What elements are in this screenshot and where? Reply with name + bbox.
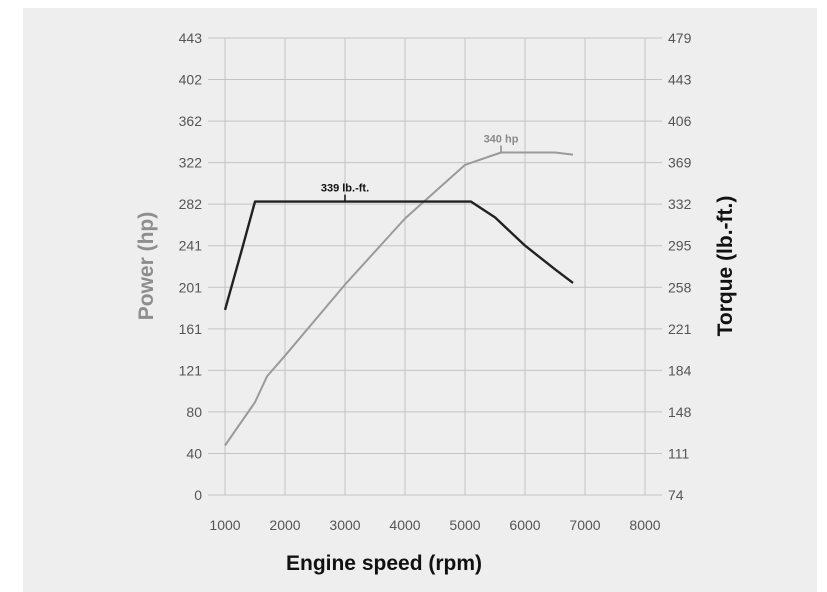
axis-ticks: 1000 2000 3000 4000 5000 6000 7000 8000 0 74 40 111… (179, 30, 692, 533)
left-tick-label: 362 (179, 113, 203, 129)
right-tick-label: 295 (668, 238, 692, 254)
x-tick-label: 1000 (209, 517, 240, 533)
x-tick-label: 8000 (629, 517, 660, 533)
peak-torque-label: 339 lb.-ft. (321, 183, 369, 195)
right-tick-label: 111 (668, 445, 689, 461)
left-axis-label: Power (hp) (135, 212, 158, 321)
x-tick-label: 7000 (569, 517, 600, 533)
left-tick-label: 282 (179, 196, 203, 212)
torque-line (223, 200, 574, 311)
peak-power-label: 340 hp (484, 134, 519, 146)
grid (208, 37, 662, 496)
right-tick-label: 148 (668, 404, 692, 420)
left-tick-label: 443 (179, 30, 203, 46)
right-tick-label: 221 (668, 321, 692, 337)
left-tick-label: 40 (186, 445, 202, 461)
left-tick-label: 161 (179, 321, 203, 337)
annotations: 339 lb.-ft. 340 hp (321, 134, 519, 202)
x-tick-label: 4000 (389, 517, 420, 533)
x-tick-label: 2000 (269, 517, 300, 533)
x-tick-label: 3000 (329, 517, 360, 533)
right-tick-label: 74 (668, 487, 684, 503)
right-tick-label: 332 (668, 196, 692, 212)
left-tick-label: 402 (179, 72, 203, 88)
left-tick-label: 121 (179, 362, 203, 378)
series-lines (223, 151, 574, 447)
left-tick-label: 241 (179, 238, 203, 254)
right-tick-label: 406 (668, 113, 692, 129)
right-tick-label: 479 (668, 30, 692, 46)
right-tick-label: 443 (668, 72, 692, 88)
left-tick-label: 201 (179, 279, 203, 295)
x-tick-label: 5000 (449, 517, 480, 533)
left-tick-label: 0 (194, 487, 202, 503)
x-axis-label: Engine speed (rpm) (286, 552, 482, 575)
right-axis-label: Torque (lb.-ft.) (714, 196, 737, 337)
right-tick-label: 184 (668, 362, 692, 378)
power-line (224, 151, 574, 447)
left-tick-label: 80 (186, 404, 202, 420)
left-tick-label: 322 (179, 155, 203, 171)
right-tick-label: 369 (668, 155, 692, 171)
x-tick-label: 6000 (509, 517, 540, 533)
right-tick-label: 258 (668, 279, 692, 295)
